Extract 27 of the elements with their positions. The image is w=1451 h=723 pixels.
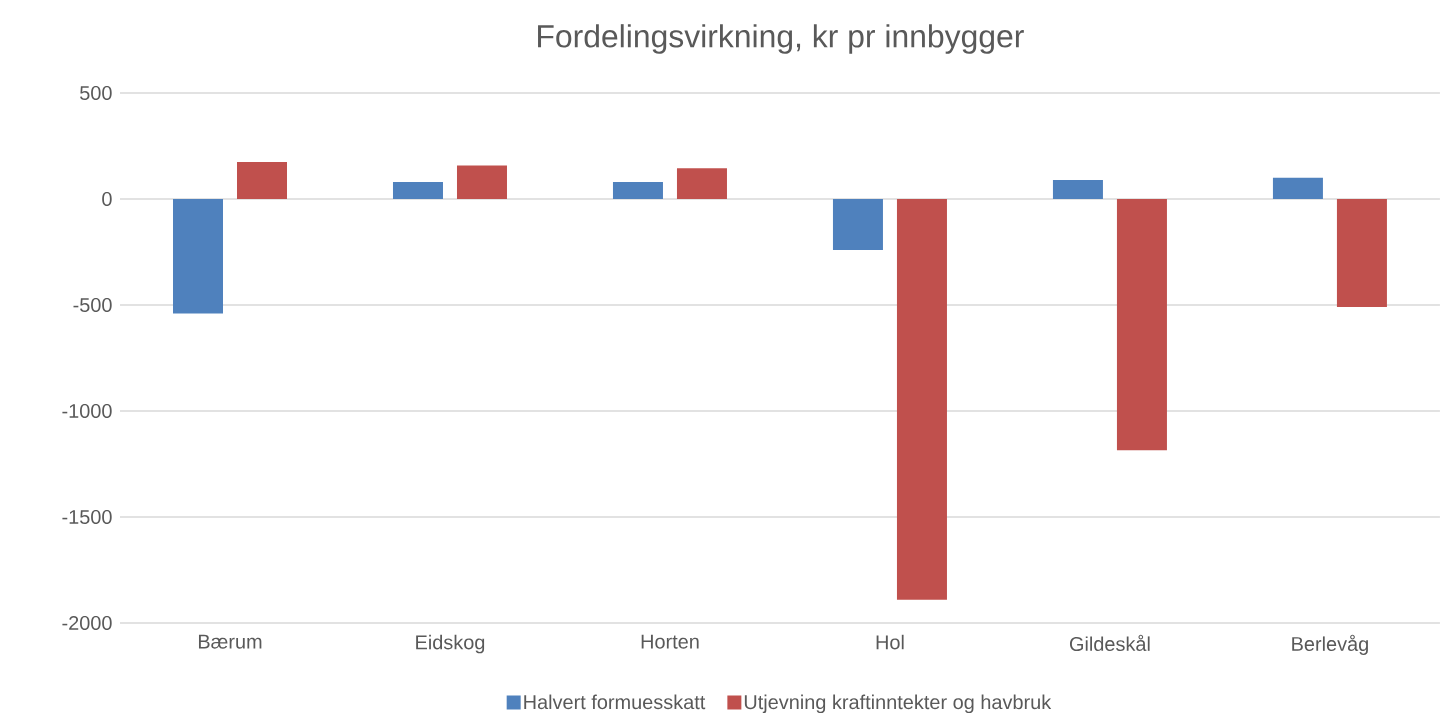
legend-label: Halvert formuesskatt	[524, 694, 706, 710]
bar	[612, 182, 663, 199]
x-tick-label: Gildeskål	[1069, 634, 1150, 652]
bar	[896, 199, 947, 600]
bar	[392, 182, 443, 199]
bar	[1336, 199, 1387, 308]
chart-title: Fordelingsvirkning, kr pr innbygger	[538, 24, 1024, 54]
y-tick-label: 500	[80, 85, 112, 101]
bar	[1116, 199, 1167, 451]
x-tick-label: Hol	[876, 634, 904, 650]
y-tick-label: -1500	[62, 509, 112, 525]
bar	[832, 199, 883, 250]
x-tick-label: Eidskog	[416, 634, 485, 654]
y-tick-label: -1000	[62, 403, 112, 419]
y-tick-label: -2000	[62, 615, 112, 631]
legend-label: Utjevning kraftinntekter og havbruk	[744, 694, 1052, 714]
x-tick-label: Berlevåg	[1292, 634, 1368, 655]
y-tick-label: -500	[73, 297, 112, 313]
bar	[1272, 177, 1323, 199]
bar	[173, 199, 223, 314]
bar	[237, 161, 287, 199]
bar	[676, 168, 727, 199]
x-tick-label: Horten	[641, 634, 699, 649]
bar	[456, 165, 507, 199]
y-tick-label: 0	[102, 191, 112, 207]
x-tick-label: Bærum	[198, 634, 262, 649]
bar	[1052, 179, 1103, 199]
